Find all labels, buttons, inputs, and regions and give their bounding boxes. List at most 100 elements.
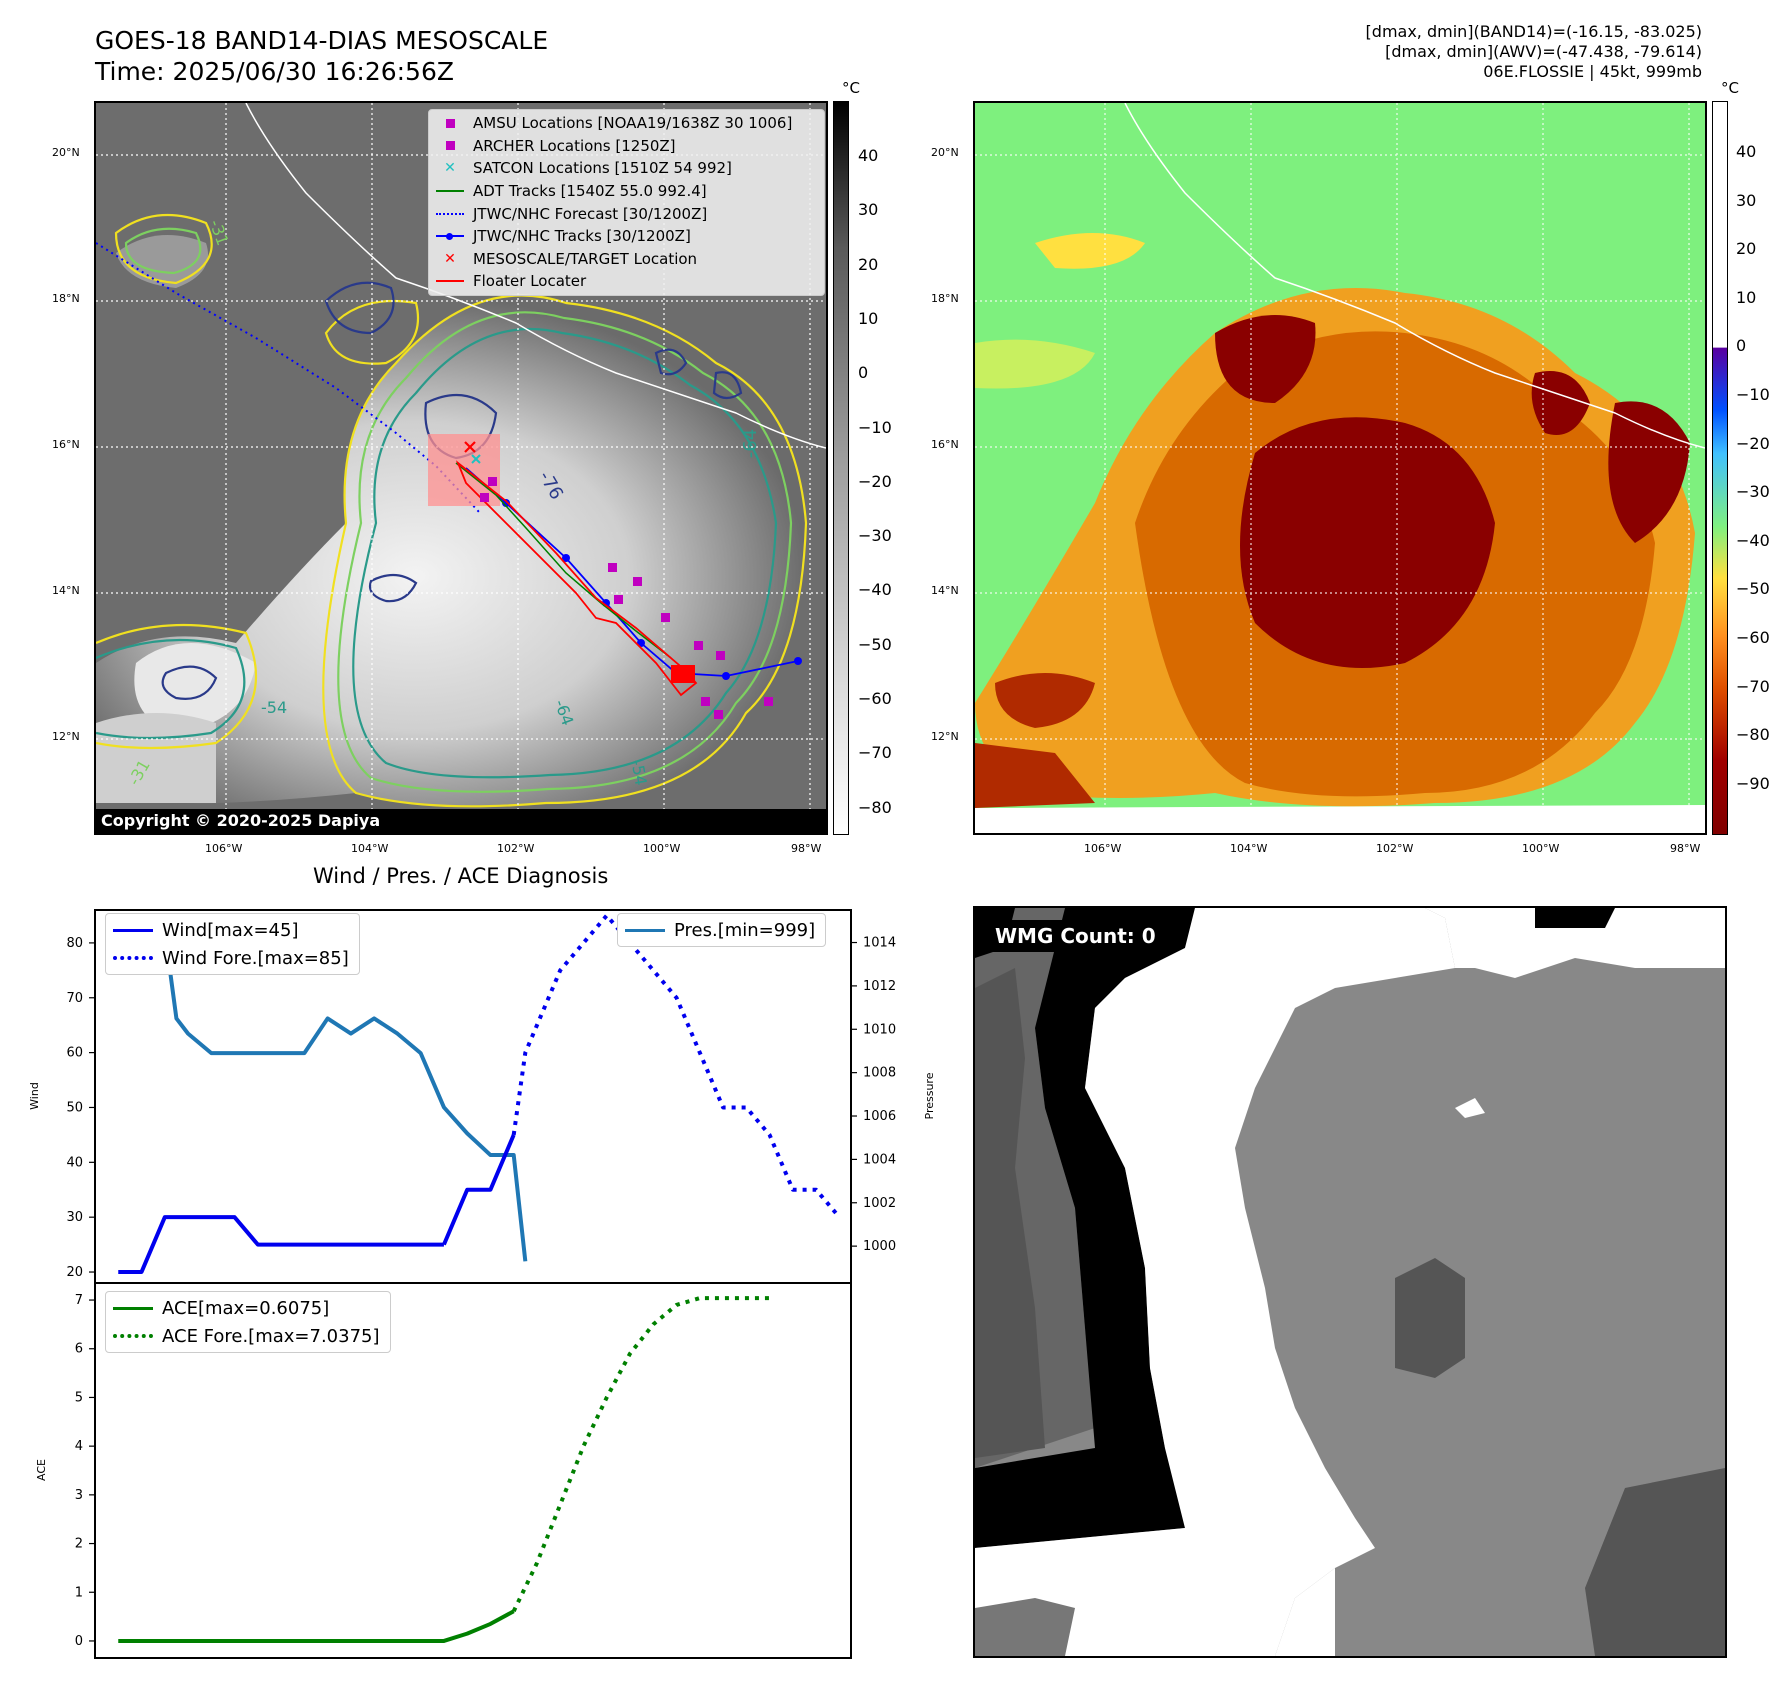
band14-map: -76 -64 -54 -31 -64 -54 -31 AMSU Locatio… xyxy=(94,101,828,835)
map-legend: AMSU Locations [NOAA19/1638Z 30 1006] AR… xyxy=(428,109,825,296)
line-dot-icon xyxy=(435,232,465,240)
legend-item-wind: Wind[max=45] xyxy=(106,916,359,944)
pressure-tick-label: 1000 xyxy=(863,1239,896,1254)
wind-forecast-line xyxy=(511,913,841,1219)
lat-label: 12°N xyxy=(931,730,959,743)
info-line: 06E.FLOSSIE | 45kt, 999mb xyxy=(1483,62,1702,81)
ace-axis-label: ACE xyxy=(35,1459,48,1481)
legend-label: Pres.[min=999] xyxy=(674,919,816,941)
legend-label: Floater Locater xyxy=(473,272,587,291)
pressure-tick-label: 1002 xyxy=(863,1196,896,1211)
legend-item-floater: Floater Locater xyxy=(429,270,824,293)
legend-label: Wind[max=45] xyxy=(162,919,299,941)
legend-label: Wind Fore.[max=85] xyxy=(162,947,349,969)
band14-colorbar xyxy=(833,101,849,835)
colorbar-tick: −80 xyxy=(858,797,892,817)
colorbar-tick: −30 xyxy=(858,526,892,546)
colorbar-unit: °C xyxy=(842,79,860,97)
colorbar-tick: −10 xyxy=(1736,385,1770,404)
lat-label: 14°N xyxy=(931,584,959,597)
legend-item-ace: ACE[max=0.6075] xyxy=(106,1294,390,1322)
lon-label: 98°W xyxy=(791,842,822,855)
wind-series-line xyxy=(118,1215,444,1275)
contour-label: -54 xyxy=(261,698,288,717)
wind-axis-label: Wind xyxy=(28,1082,41,1110)
pressure-tick-label: 1008 xyxy=(863,1066,896,1081)
dotted-line-icon xyxy=(435,212,465,215)
ace-tick-label: 0 xyxy=(75,1634,83,1649)
info-line: [dmax, dmin](BAND14)=(-16.15, -83.025) xyxy=(1365,22,1702,41)
colorbar-unit: °C xyxy=(1721,79,1739,97)
pressure-axis-label: Pressure xyxy=(923,1072,936,1119)
lon-label: 104°W xyxy=(351,842,389,855)
dotted-line-icon xyxy=(112,956,154,960)
colorbar-tick: 10 xyxy=(1736,287,1757,307)
line-icon xyxy=(624,928,666,932)
legend-label: ACE Fore.[max=7.0375] xyxy=(162,1325,380,1347)
contour-label: -64 xyxy=(740,428,762,459)
lon-label: 106°W xyxy=(205,842,243,855)
ace-tick-label: 5 xyxy=(75,1390,83,1405)
wmg-count-badge: WMG Count: 0 xyxy=(987,920,1164,952)
awv-map xyxy=(973,101,1707,835)
x-marker-icon: ✕ xyxy=(444,160,456,177)
lat-label: 18°N xyxy=(931,292,959,305)
legend-item-ace-fore: ACE Fore.[max=7.0375] xyxy=(106,1322,390,1350)
lat-label: 20°N xyxy=(52,146,80,159)
lon-label: 106°W xyxy=(1084,842,1122,855)
lon-label: 98°W xyxy=(1670,842,1701,855)
pressure-tick-label: 1004 xyxy=(863,1152,896,1167)
colorbar-tick: −70 xyxy=(858,743,892,763)
legend-item-tracks: JTWC/NHC Tracks [30/1200Z] xyxy=(429,225,824,248)
lat-label: 18°N xyxy=(52,292,80,305)
pressure-tick-label: 1014 xyxy=(863,936,896,951)
wind-legend: Wind[max=45] Wind Fore.[max=85] xyxy=(105,913,360,975)
colorbar-tick: 0 xyxy=(858,363,869,383)
wind-tick-label: 60 xyxy=(66,1046,83,1061)
colorbar-tick: 40 xyxy=(858,146,879,165)
lat-label: 16°N xyxy=(52,438,80,451)
line-icon xyxy=(435,280,465,283)
colorbar-tick: −40 xyxy=(1736,530,1770,550)
colorbar-tick: −50 xyxy=(1736,579,1770,599)
legend-item-target: ✕ MESOSCALE/TARGET Location xyxy=(429,248,824,271)
colorbar-tick: −10 xyxy=(858,417,892,437)
lat-label: 20°N xyxy=(931,146,959,159)
colorbar-tick: −20 xyxy=(1736,433,1770,453)
colorbar-tick: −20 xyxy=(858,471,892,491)
line-icon xyxy=(112,928,154,932)
legend-label: ADT Tracks [1540Z 55.0 992.4] xyxy=(473,182,707,201)
colorbar-tick: 10 xyxy=(858,308,879,328)
wind-series-line-tail xyxy=(442,1134,516,1246)
lat-label: 14°N xyxy=(52,584,80,597)
legend-item-wind-fore: Wind Fore.[max=85] xyxy=(106,944,359,972)
x-marker-icon: ✕ xyxy=(444,250,456,267)
square-marker-icon xyxy=(435,141,465,151)
ace-tick-label: 2 xyxy=(75,1537,83,1552)
legend-label: SATCON Locations [1510Z 54 992] xyxy=(473,159,732,178)
lat-label: 12°N xyxy=(52,730,80,743)
info-line: [dmax, dmin](AWV)=(-47.438, -79.614) xyxy=(1385,42,1702,61)
diagnosis-chart: 2030405060708010001002100410061008101010… xyxy=(28,909,936,1659)
wind-tick-label: 50 xyxy=(66,1100,83,1115)
wind-tick-label: 40 xyxy=(66,1155,83,1170)
wind-tick-label: 70 xyxy=(66,991,83,1006)
square-marker-icon xyxy=(435,118,465,128)
main-title: GOES-18 BAND14-DIAS MESOSCALE xyxy=(95,26,549,55)
pressure-tick-label: 1012 xyxy=(863,979,896,994)
awv-image xyxy=(975,103,1705,833)
ace-forecast-line xyxy=(511,1296,770,1613)
line-icon xyxy=(112,1306,154,1310)
colorbar-tick: −30 xyxy=(1736,482,1770,502)
colorbar-tick: 30 xyxy=(858,200,879,220)
colorbar-tick: 40 xyxy=(1736,142,1757,161)
legend-item-pressure: Pres.[min=999] xyxy=(618,916,825,944)
colorbar-tick: −70 xyxy=(1736,676,1770,696)
colorbar-tick: −60 xyxy=(1736,628,1770,647)
wind-tick-label: 20 xyxy=(66,1265,83,1280)
legend-item-forecast: JTWC/NHC Forecast [30/1200Z] xyxy=(429,202,824,225)
lon-label: 104°W xyxy=(1230,842,1268,855)
chart-title: Wind / Pres. / ACE Diagnosis xyxy=(313,864,609,888)
lon-label: 100°W xyxy=(643,842,681,855)
pressure-tick-label: 1010 xyxy=(863,1022,896,1037)
